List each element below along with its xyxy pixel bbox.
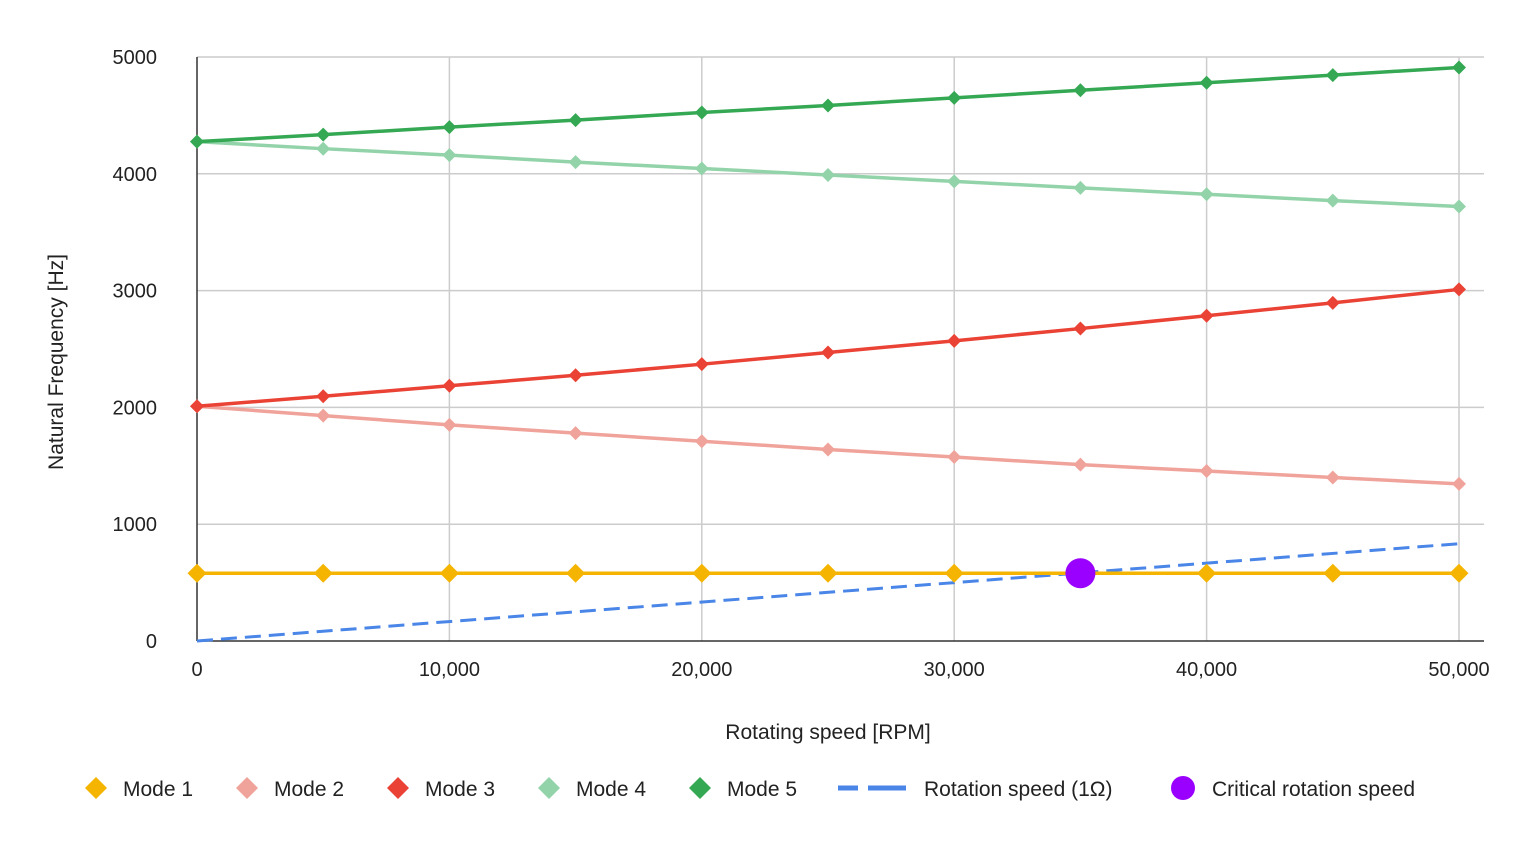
mode-4-point bbox=[1452, 199, 1466, 214]
y-tick-label: 1000 bbox=[113, 514, 158, 536]
mode-1-point bbox=[1449, 563, 1469, 583]
mode-3-point bbox=[1325, 295, 1340, 310]
mode-1-point bbox=[313, 563, 333, 583]
mode-4-series bbox=[190, 134, 1466, 214]
mode-5-legend-label: Mode 5 bbox=[727, 778, 797, 801]
mode-3-legend-swatch bbox=[387, 777, 409, 799]
y-axis-title: Natural Frequency [Hz] bbox=[45, 254, 68, 470]
mode-4-point bbox=[947, 174, 962, 189]
mode-4-point bbox=[1325, 193, 1340, 208]
rotation-speed-1-legend-label: Rotation speed (1Ω) bbox=[924, 778, 1112, 801]
mode-3-point bbox=[947, 333, 962, 348]
mode-1-point bbox=[439, 563, 459, 583]
y-tick-label: 5000 bbox=[113, 47, 158, 69]
mode-1-legend-label: Mode 1 bbox=[123, 778, 193, 801]
mode-2-point bbox=[1199, 464, 1214, 479]
x-tick-label: 20,000 bbox=[671, 659, 732, 681]
mode-3-point bbox=[1199, 308, 1214, 323]
y-tick-label: 2000 bbox=[113, 397, 158, 419]
x-tick-label: 0 bbox=[191, 659, 202, 681]
mode-3-point bbox=[316, 389, 331, 404]
mode-4-point bbox=[1073, 180, 1088, 195]
tick-labels: 0 1000 2000 3000 4000 5000 0 10,000 20,000 30,000… bbox=[113, 47, 1490, 681]
critical-rotation-speed-legend-swatch bbox=[1171, 776, 1195, 800]
mode-2-point bbox=[316, 408, 331, 423]
mode-2-series bbox=[190, 399, 1466, 491]
mode-1-series bbox=[187, 563, 1469, 583]
mode-4-legend-swatch bbox=[538, 777, 560, 799]
mode-1-legend-swatch bbox=[85, 777, 107, 799]
mode-5-legend-swatch bbox=[689, 777, 711, 799]
critical-rotation-speed-legend-label: Critical rotation speed bbox=[1212, 778, 1415, 801]
mode-4-point bbox=[1199, 187, 1214, 202]
mode-3-legend-label: Mode 3 bbox=[425, 778, 495, 801]
legend: Mode 1 Mode 2 Mode 3 Mode 4 Mode 5 Rotation s… bbox=[85, 776, 1415, 801]
mode-5-point bbox=[190, 134, 204, 149]
mode-1-point bbox=[692, 563, 712, 583]
mode-1-point bbox=[1197, 563, 1217, 583]
mode-3-point bbox=[821, 345, 835, 360]
mode-2-point bbox=[1073, 457, 1088, 472]
mode-2-point bbox=[1452, 476, 1466, 491]
grid bbox=[196, 56, 1484, 642]
mode-2-point bbox=[1325, 470, 1340, 485]
mode-5-point bbox=[1073, 83, 1088, 98]
rotation-speed-line bbox=[196, 542, 1460, 643]
mode-5-point bbox=[947, 90, 962, 105]
mode-5-point bbox=[821, 98, 835, 113]
x-tick-label: 50,000 bbox=[1428, 659, 1489, 681]
mode-1-point bbox=[818, 563, 838, 583]
mode-5-point bbox=[442, 120, 457, 135]
mode-2-point bbox=[694, 434, 709, 449]
mode-2-point bbox=[568, 426, 583, 441]
mode-5-point bbox=[694, 105, 709, 120]
mode-5-point bbox=[1199, 75, 1214, 90]
mode-3-point bbox=[568, 368, 583, 383]
mode-2-point bbox=[442, 417, 457, 432]
mode-1-point bbox=[187, 563, 207, 583]
critical-rotation-speed-point bbox=[1065, 558, 1096, 589]
mode-3-series bbox=[190, 282, 1466, 414]
y-tick-label: 3000 bbox=[113, 281, 158, 303]
mode-1-point bbox=[566, 563, 586, 583]
mode-5-point bbox=[568, 113, 583, 128]
x-tick-label: 30,000 bbox=[924, 659, 985, 681]
mode-5-point bbox=[1325, 68, 1340, 83]
mode-3-point bbox=[442, 378, 457, 393]
x-axis-title: Rotating speed [RPM] bbox=[725, 721, 930, 744]
mode-3-point bbox=[1452, 282, 1466, 297]
mode-1-point bbox=[944, 563, 964, 583]
mode-4-point bbox=[442, 148, 457, 163]
mode-4-point bbox=[568, 155, 583, 170]
mode-2-point bbox=[947, 450, 962, 465]
mode-1-point bbox=[1323, 563, 1343, 583]
y-tick-label: 0 bbox=[146, 631, 157, 653]
x-tick-label: 10,000 bbox=[419, 659, 480, 681]
mode-4-point bbox=[694, 161, 709, 176]
mode-4-legend-label: Mode 4 bbox=[576, 778, 646, 801]
mode-4-point bbox=[316, 141, 331, 156]
mode-2-legend-swatch bbox=[236, 777, 258, 799]
mode-2-legend-label: Mode 2 bbox=[274, 778, 344, 801]
mode-3-point bbox=[190, 399, 204, 414]
y-tick-label: 4000 bbox=[113, 164, 158, 186]
mode-5-series bbox=[190, 60, 1466, 149]
mode-4-point bbox=[821, 167, 835, 182]
mode-5-point bbox=[316, 127, 331, 142]
mode-2-point bbox=[821, 442, 835, 457]
x-tick-label: 40,000 bbox=[1176, 659, 1237, 681]
series-layer bbox=[187, 60, 1469, 643]
mode-3-point bbox=[694, 357, 709, 372]
mode-5-point bbox=[1452, 60, 1466, 75]
mode-3-point bbox=[1073, 321, 1088, 336]
